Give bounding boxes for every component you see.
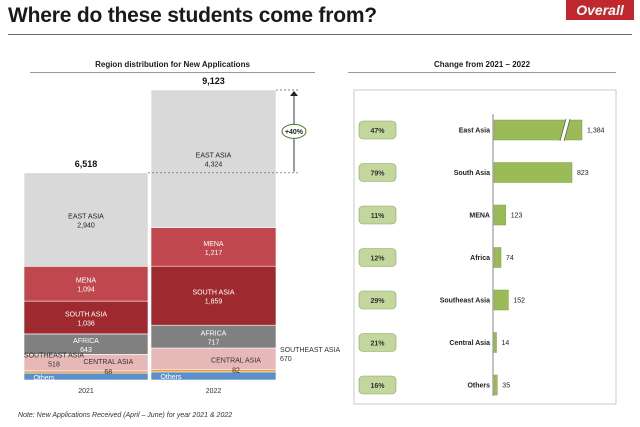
page-title: Where do these students come from? [8, 4, 377, 27]
change-bar-mena [493, 204, 506, 226]
axis-break-line-right [563, 118, 571, 142]
percent-change-south-asia: 79% [370, 171, 385, 178]
segment-value-east-asia-2022: 4,324 [205, 162, 223, 169]
change-value-africa: 74 [506, 255, 514, 262]
segment-value-central-asia-2022: 82 [232, 367, 240, 374]
segment-value-africa-2021: 643 [80, 347, 92, 354]
segment-value-mena-2022: 1,217 [205, 250, 223, 257]
segment-value-others-2021: 219 [38, 383, 50, 390]
segment-value-others-2022: 254 [165, 382, 177, 389]
segment-value-mena-2021: 1,094 [77, 287, 95, 294]
right-chart-title-underline [348, 72, 616, 73]
change-bar-south-asia [493, 162, 573, 183]
segment-value-east-asia-2021: 2,940 [77, 223, 95, 230]
percent-change-box-others [358, 375, 397, 395]
growth-bubble [281, 123, 307, 139]
bar-total-2022: 9,123 [202, 76, 225, 86]
segment-value-south-asia-2022: 1,859 [205, 299, 223, 306]
change-value-east-asia: 1,384 [587, 128, 605, 135]
x-tick-label-2022: 2022 [206, 388, 222, 395]
segment-value-central-asia-2021: 68 [104, 369, 112, 376]
segment-value-africa-2022: 717 [208, 340, 220, 347]
change-bar-east-asia [493, 119, 583, 141]
change-value-central-asia: 14 [502, 340, 510, 347]
segment-label-southeast-asia-2022: SOUTHEAST ASIA [280, 347, 340, 354]
change-value-others: 35 [502, 383, 510, 390]
segment-label-south-asia-2022: SOUTH ASIA [192, 290, 234, 297]
bar-segment-east-asia-2022 [150, 89, 277, 228]
percent-change-central-asia: 21% [370, 341, 385, 348]
segment-label-others-2022: Others [160, 374, 182, 381]
segment-value-southeast-asia-2022: 670 [280, 356, 292, 363]
left-chart-title: Region distribution for New Applications [95, 60, 250, 69]
change-bar-central-asia [493, 332, 497, 353]
segment-label-southeast-asia-2021: SOUTHEAST ASIA [24, 352, 84, 359]
bar-segment-mena-2022 [150, 227, 277, 267]
change-value-south-asia: 823 [577, 170, 589, 177]
bar-segment-south-asia-2022 [150, 265, 277, 326]
category-label-southeast-asia: Southeast Asia [440, 298, 490, 305]
segment-label-central-asia-2022: CENTRAL ASIA [211, 357, 261, 364]
segment-label-mena-2022: MENA [203, 241, 224, 248]
growth-label: +40% [285, 129, 304, 136]
bar-segment-mena-2021 [23, 265, 149, 302]
category-label-mena: MENA [469, 213, 490, 220]
footnote: Note: New Applications Received (April –… [18, 412, 233, 419]
change-panel-frame [353, 89, 617, 405]
bar-segment-south-asia-2021 [23, 300, 149, 335]
segment-value-south-asia-2021: 1,036 [77, 321, 95, 328]
change-value-southeast-asia: 152 [513, 298, 525, 305]
right-chart-title: Change from 2021 – 2022 [433, 60, 531, 69]
percent-change-box-africa [358, 248, 397, 267]
category-label-africa: Africa [470, 255, 490, 262]
segment-label-others-2021: Others [33, 375, 55, 382]
percent-change-others: 16% [370, 383, 385, 390]
category-label-east-asia: East Asia [459, 128, 490, 135]
bar-segment-east-asia-2021 [23, 172, 149, 267]
segment-label-south-asia-2021: SOUTH ASIA [65, 312, 107, 319]
change-bar-africa [493, 247, 502, 268]
bar-total-2021: 6,518 [75, 159, 98, 169]
category-label-south-asia: South Asia [454, 170, 490, 177]
left-chart-title-underline [30, 72, 315, 73]
percent-change-mena: 11% [371, 213, 385, 220]
segment-label-africa-2021: AFRICA [73, 338, 99, 345]
title-divider [8, 34, 632, 35]
segment-label-africa-2022: AFRICA [201, 331, 227, 338]
segment-label-east-asia-2022: EAST ASIA [196, 153, 232, 160]
segment-value-southeast-asia-2021: 518 [48, 361, 60, 368]
segment-label-east-asia-2021: EAST ASIA [68, 214, 104, 221]
change-bar-others [493, 374, 498, 396]
change-bar-southeast-asia [493, 289, 509, 311]
category-label-others: Others [467, 383, 490, 390]
change-value-mena: 123 [511, 213, 523, 220]
percent-change-box-central-asia [358, 333, 397, 352]
category-label-central-asia: Central Asia [449, 340, 490, 347]
percent-change-africa: 12% [370, 256, 385, 263]
percent-change-southeast-asia: 29% [370, 298, 385, 305]
percent-change-east-asia: 47% [370, 128, 385, 135]
axis-break-line-left [559, 118, 567, 142]
axis-break-marker [560, 119, 570, 141]
overall-badge: Overall [566, 0, 634, 20]
percent-change-box-south-asia [358, 163, 397, 182]
segment-label-mena-2021: MENA [76, 278, 97, 285]
x-tick-label-2021: 2021 [78, 388, 94, 395]
segment-label-central-asia-2021: CENTRAL ASIA [83, 359, 133, 366]
percent-change-box-mena [358, 205, 397, 225]
percent-change-box-southeast-asia [358, 290, 397, 310]
percent-change-box-east-asia [358, 120, 397, 140]
growth-arrow-head [290, 91, 298, 96]
